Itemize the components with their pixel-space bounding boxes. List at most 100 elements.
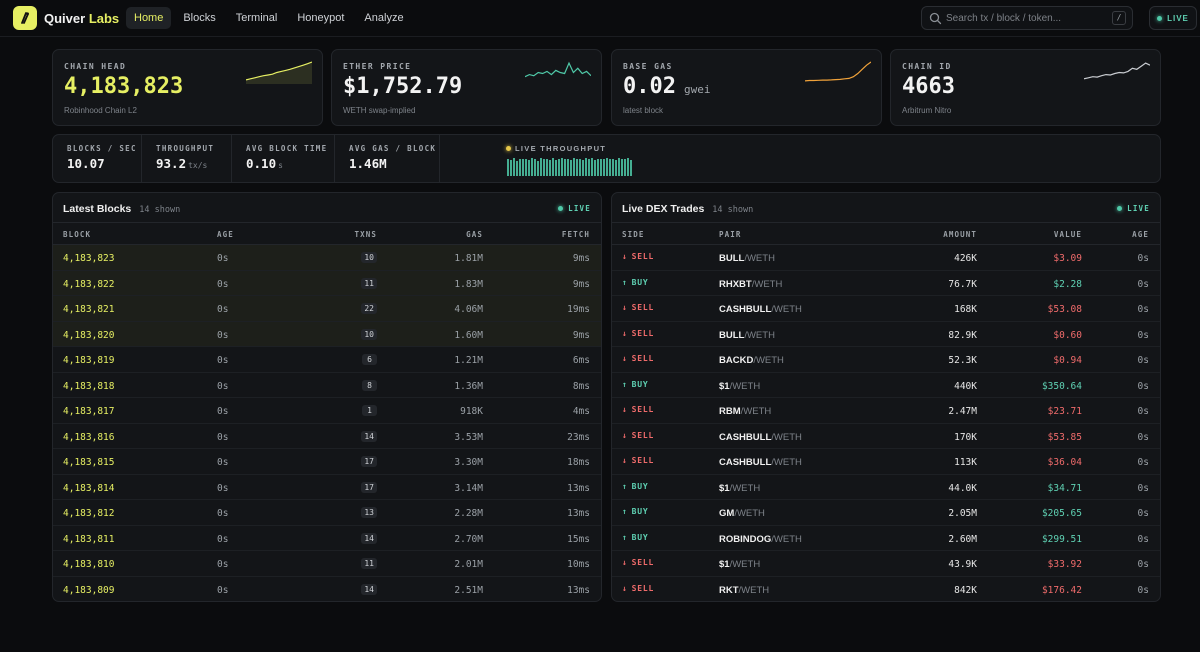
trade-row[interactable]: ↓ SELL CASHBULL/WETH 170K $53.85 0s [612, 424, 1160, 449]
block-row[interactable]: 4,183,812 0s 13 2.28M 13ms [53, 500, 601, 526]
trade-pair-link[interactable]: $1/WETH [719, 381, 760, 392]
pair-base-token: GM [719, 508, 735, 519]
trade-pair-link[interactable]: CASHBULL/WETH [719, 432, 802, 443]
trade-pair-link[interactable]: $1/WETH [719, 483, 760, 494]
block-number-link[interactable]: 4,183,817 [63, 406, 115, 417]
trade-pair-link[interactable]: BULL/WETH [719, 330, 775, 341]
block-number-link[interactable]: 4,183,822 [63, 278, 115, 290]
trade-row[interactable]: ↓ SELL BULL/WETH 82.9K $0.60 0s [612, 322, 1160, 347]
block-number-link[interactable]: 4,183,819 [63, 355, 115, 366]
block-row[interactable]: 4,183,809 0s 14 2.51M 13ms [53, 577, 601, 602]
block-gas: 4.06M [454, 304, 483, 315]
block-txn-count: 11 [361, 558, 377, 569]
trade-amount: 842K [954, 584, 977, 596]
trade-pair-link[interactable]: ROBINDOG/WETH [719, 534, 802, 545]
trade-side: ↓ SELL [622, 584, 654, 593]
throughput-bar [510, 160, 512, 176]
block-number-link[interactable]: 4,183,820 [63, 329, 115, 341]
block-row[interactable]: 4,183,819 0s 6 1.21M 6ms [53, 347, 601, 373]
block-row[interactable]: 4,183,820 0s 10 1.60M 9ms [53, 321, 601, 347]
block-row[interactable]: 4,183,814 0s 17 3.14M 13ms [53, 475, 601, 500]
col-pair: PAIR [719, 230, 742, 239]
trade-row[interactable]: ↑ BUY RHXBT/WETH 76.7K $2.28 0s [612, 271, 1160, 296]
throughput-bar [555, 160, 557, 176]
block-age: 0s [217, 380, 229, 392]
trade-age: 0s [1137, 253, 1149, 264]
block-fetch-time: 9ms [572, 329, 590, 341]
chain-head-card: CHAIN HEAD 4,183,823 Robinhood Chain L2 [52, 49, 323, 126]
nav-home[interactable]: Home [126, 7, 172, 29]
trade-row[interactable]: ↓ SELL RBM/WETH 2.47M $23.71 0s [612, 398, 1160, 424]
trade-pair-link[interactable]: RKT/WETH [719, 585, 769, 596]
trade-row[interactable]: ↑ BUY ROBINDOG/WETH 2.60M $299.51 0s [612, 526, 1160, 551]
block-number-link[interactable]: 4,183,818 [63, 380, 115, 392]
trade-pair-link[interactable]: $1/WETH [719, 559, 760, 570]
throughput-bar [570, 160, 572, 176]
nav-analyze[interactable]: Analyze [364, 12, 404, 24]
block-number-link[interactable]: 4,183,821 [63, 304, 115, 315]
block-row[interactable]: 4,183,823 0s 10 1.81M 9ms [53, 245, 601, 271]
trade-row[interactable]: ↓ SELL CASHBULL/WETH 168K $53.08 0s [612, 296, 1160, 322]
trade-row[interactable]: ↓ SELL BULL/WETH 426K $3.09 0s [612, 245, 1160, 271]
nav-honeypot[interactable]: Honeypot [297, 12, 345, 24]
block-number-link[interactable]: 4,183,816 [63, 431, 115, 443]
col-txns: TXNS [354, 230, 377, 239]
trade-amount: 440K [954, 380, 977, 392]
trade-pair-link[interactable]: CASHBULL/WETH [719, 304, 802, 315]
nav-terminal[interactable]: Terminal [235, 12, 278, 24]
block-number-link[interactable]: 4,183,809 [63, 584, 115, 596]
trade-row[interactable]: ↓ SELL BACKD/WETH 52.3K $0.94 0s [612, 347, 1160, 373]
block-row[interactable]: 4,183,818 0s 8 1.36M 8ms [53, 373, 601, 398]
trade-amount: 52.3K [948, 355, 977, 366]
trade-age: 0s [1137, 406, 1149, 417]
block-number-link[interactable]: 4,183,814 [63, 482, 115, 494]
block-row[interactable]: 4,183,822 0s 11 1.83M 9ms [53, 270, 601, 296]
block-number-link[interactable]: 4,183,811 [63, 533, 115, 545]
search-box[interactable]: / [921, 6, 1133, 30]
trades-live-label: LIVE [1127, 204, 1150, 213]
trade-value: $33.92 [1047, 559, 1082, 570]
trade-row[interactable]: ↑ BUY $1/WETH 440K $350.64 0s [612, 373, 1160, 398]
trade-side-label: SELL [631, 430, 655, 440]
trade-pair-link[interactable]: RHXBT/WETH [719, 279, 782, 290]
block-gas: 3.53M [454, 431, 483, 443]
trade-row[interactable]: ↓ SELL $1/WETH 43.9K $33.92 0s [612, 551, 1160, 577]
block-number-link[interactable]: 4,183,812 [63, 508, 115, 519]
trade-row[interactable]: ↓ SELL CASHBULL/WETH 113K $36.04 0s [612, 449, 1160, 475]
block-number-link[interactable]: 4,183,815 [63, 457, 115, 468]
block-row[interactable]: 4,183,810 0s 11 2.01M 10ms [53, 551, 601, 577]
trade-pair-link[interactable]: BACKD/WETH [719, 355, 784, 366]
trade-pair-link[interactable]: BULL/WETH [719, 253, 775, 264]
trade-pair-link[interactable]: GM/WETH [719, 508, 765, 519]
trade-pair-link[interactable]: RBM/WETH [719, 406, 771, 417]
latest-blocks-panel: Latest Blocks 14 shown LIVE BLOCK AGE TXN… [52, 192, 602, 602]
metric-unit: s [278, 161, 283, 170]
block-row[interactable]: 4,183,821 0s 22 4.06M 19ms [53, 296, 601, 322]
trade-side: ↓ SELL [622, 303, 654, 312]
block-row[interactable]: 4,183,811 0s 14 2.70M 15ms [53, 526, 601, 551]
trade-row[interactable]: ↑ BUY GM/WETH 2.05M $205.65 0s [612, 500, 1160, 526]
block-row[interactable]: 4,183,816 0s 14 3.53M 23ms [53, 424, 601, 449]
block-row[interactable]: 4,183,815 0s 17 3.30M 18ms [53, 449, 601, 475]
search-input[interactable] [946, 10, 1106, 26]
logo[interactable] [13, 6, 37, 30]
block-number-link[interactable]: 4,183,810 [63, 559, 115, 570]
trade-age: 0s [1137, 304, 1149, 315]
metric-value-number: 10.07 [67, 156, 105, 171]
col-amount: AMOUNT [943, 230, 977, 239]
throughput-bar [564, 159, 566, 176]
trade-row[interactable]: ↑ BUY $1/WETH 44.0K $34.71 0s [612, 475, 1160, 500]
trade-pair-link[interactable]: CASHBULL/WETH [719, 457, 802, 468]
live-status-pill[interactable]: LIVE [1149, 6, 1197, 30]
card-value-number: 0.02 [623, 74, 676, 99]
block-age: 0s [217, 533, 229, 545]
trade-amount: 113K [954, 457, 977, 468]
trade-row[interactable]: ↓ SELL RKT/WETH 842K $176.42 0s [612, 577, 1160, 602]
arrow-up-icon: ↑ [622, 507, 628, 516]
sparkline-chart [805, 61, 871, 82]
live-status-label: LIVE [1167, 13, 1189, 23]
nav-blocks[interactable]: Blocks [183, 12, 216, 24]
block-row[interactable]: 4,183,817 0s 1 918K 4ms [53, 398, 601, 424]
block-fetch-time: 10ms [567, 559, 590, 570]
block-number-link[interactable]: 4,183,823 [63, 253, 115, 264]
